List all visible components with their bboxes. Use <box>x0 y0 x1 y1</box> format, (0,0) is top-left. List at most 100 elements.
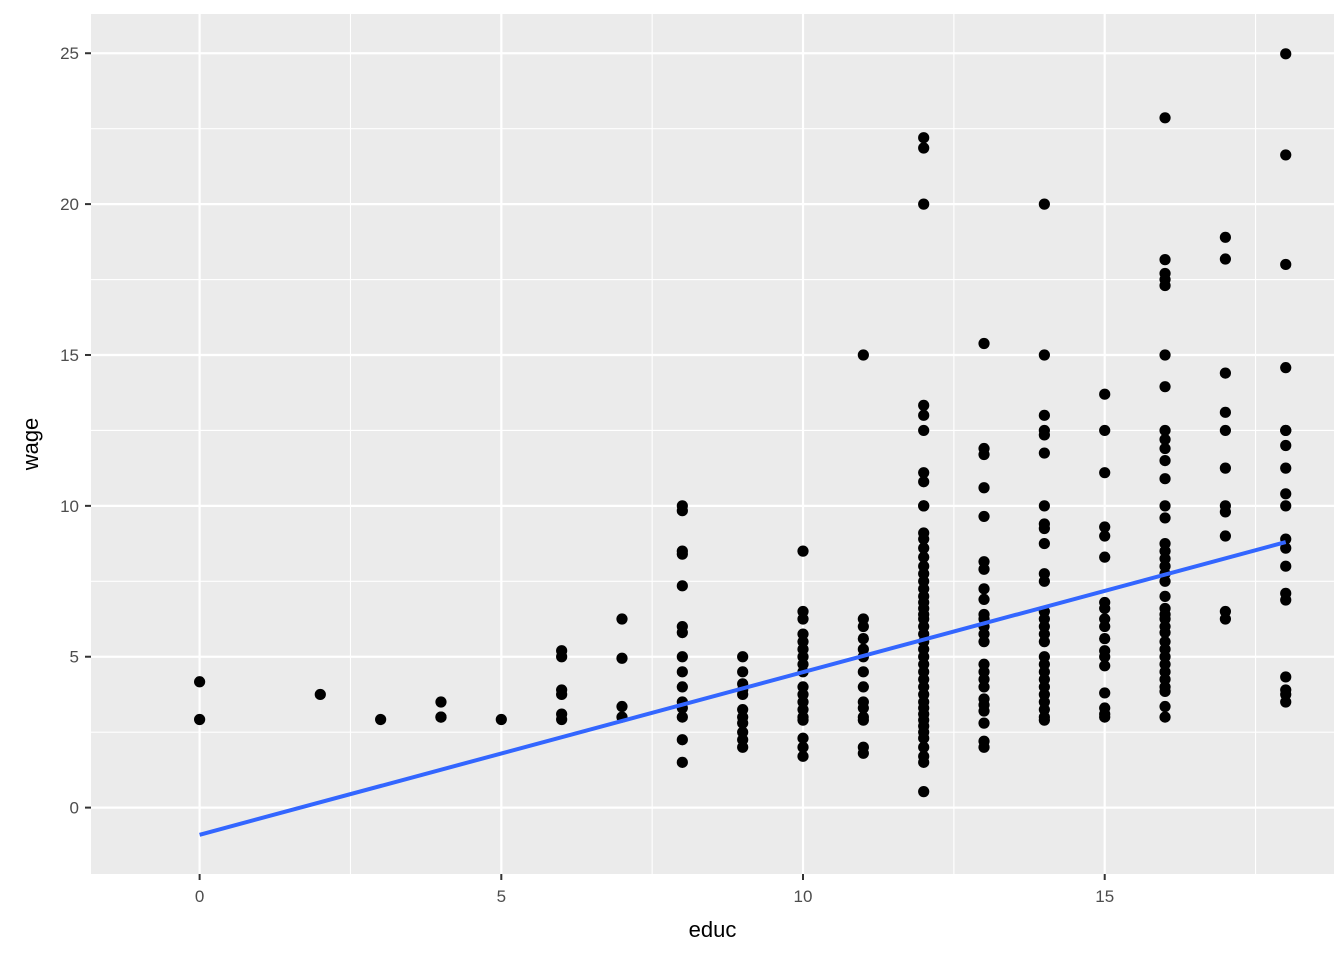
data-point <box>797 545 809 557</box>
data-point <box>857 349 869 361</box>
data-point <box>1280 462 1292 474</box>
data-point <box>676 580 688 592</box>
data-point <box>918 500 930 512</box>
y-axis: 0 5 10 15 20 25 <box>60 44 91 818</box>
data-point <box>857 666 869 678</box>
data-point <box>1099 388 1111 400</box>
data-point <box>1099 620 1111 633</box>
data-point <box>918 786 930 798</box>
data-point <box>797 750 809 762</box>
data-point <box>1159 454 1171 467</box>
data-point <box>1219 613 1231 625</box>
data-point <box>1280 424 1292 437</box>
data-point <box>1159 590 1171 602</box>
data-point <box>1219 367 1231 379</box>
data-point <box>1280 542 1292 554</box>
data-point <box>1280 488 1292 500</box>
data-point <box>797 741 809 753</box>
data-point <box>495 713 507 726</box>
data-point <box>1280 258 1292 271</box>
data-point <box>1159 424 1171 437</box>
data-point <box>676 505 688 517</box>
data-point <box>1219 406 1231 418</box>
x-tick-label: 15 <box>1095 887 1114 906</box>
data-point <box>676 651 688 663</box>
data-point <box>375 713 387 726</box>
data-point <box>1280 439 1292 452</box>
data-point <box>978 636 990 648</box>
data-point <box>1099 551 1111 563</box>
data-point <box>918 142 930 154</box>
data-point <box>737 717 749 729</box>
data-point <box>1219 462 1231 474</box>
data-point <box>1159 433 1171 446</box>
data-point <box>1159 473 1171 485</box>
data-point <box>797 732 809 744</box>
data-point <box>1159 685 1171 698</box>
y-tick-label: 25 <box>60 44 79 63</box>
data-point <box>314 688 326 701</box>
data-point <box>1099 530 1111 542</box>
data-point <box>918 756 930 768</box>
data-point <box>978 563 990 575</box>
data-point <box>194 676 206 688</box>
data-point <box>1159 700 1171 713</box>
data-point <box>1159 349 1171 361</box>
data-point <box>616 613 628 625</box>
data-point <box>737 651 749 663</box>
data-point <box>1038 447 1050 459</box>
data-point <box>918 542 930 554</box>
data-point <box>676 756 688 768</box>
data-point <box>556 688 568 701</box>
data-point <box>1099 687 1111 699</box>
data-point <box>978 510 990 523</box>
data-point <box>676 548 688 560</box>
data-point <box>737 666 749 678</box>
data-point <box>918 476 930 488</box>
data-point <box>1038 537 1050 550</box>
data-point <box>797 613 809 625</box>
data-point <box>1099 521 1111 533</box>
data-point <box>1219 424 1231 437</box>
data-point <box>435 696 447 708</box>
data-point <box>1280 671 1292 683</box>
data-point <box>676 681 688 693</box>
data-point <box>1159 381 1171 393</box>
data-point <box>1038 349 1050 361</box>
data-point <box>1159 711 1171 723</box>
data-point <box>1219 253 1231 265</box>
data-point <box>1038 575 1050 587</box>
data-point <box>1038 409 1050 421</box>
data-point <box>1159 279 1171 292</box>
data-point <box>1038 522 1050 535</box>
data-point <box>1280 696 1292 708</box>
data-point <box>616 700 628 713</box>
data-point <box>918 409 930 421</box>
data-point <box>857 633 869 645</box>
data-point <box>676 711 688 723</box>
data-point <box>737 741 749 753</box>
data-point <box>556 713 568 726</box>
data-point <box>1038 636 1050 648</box>
y-tick-label: 5 <box>70 648 79 667</box>
data-points <box>194 48 1292 798</box>
data-point <box>857 681 869 693</box>
data-point <box>978 741 990 753</box>
x-tick-label: 5 <box>497 887 506 906</box>
data-point <box>1159 254 1171 266</box>
data-point <box>1280 48 1292 60</box>
data-point <box>556 651 568 663</box>
data-point <box>1159 626 1171 639</box>
data-point <box>797 714 809 726</box>
x-tick-label: 0 <box>195 887 204 906</box>
y-tick-label: 0 <box>70 799 79 818</box>
data-point <box>1159 512 1171 524</box>
plot-panel <box>91 14 1334 874</box>
data-point <box>1280 500 1292 512</box>
data-point <box>978 717 990 729</box>
data-point <box>978 705 990 717</box>
data-point <box>918 399 930 411</box>
data-point <box>1099 660 1111 672</box>
data-point <box>1219 231 1231 243</box>
